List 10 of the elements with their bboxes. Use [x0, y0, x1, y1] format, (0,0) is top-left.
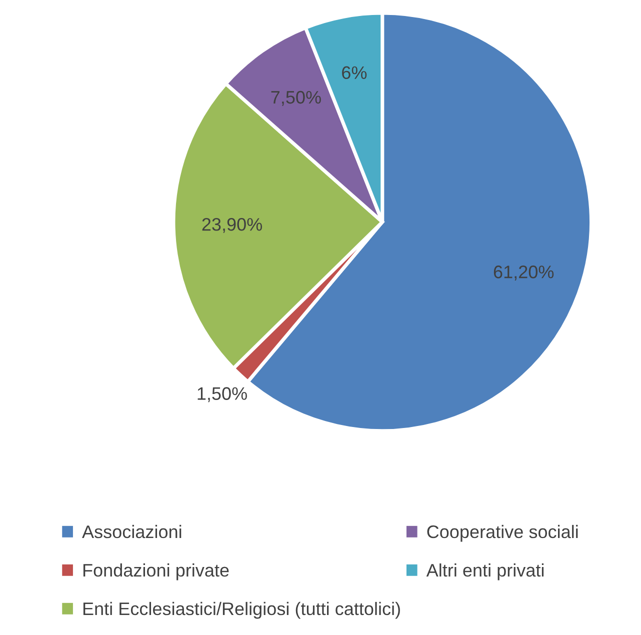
- data-label: 61,20%: [494, 266, 554, 280]
- data-label: 1,50%: [198, 387, 247, 402]
- legend-label: Associazioni: [82, 524, 182, 538]
- legend-label: Cooperative sociali: [427, 524, 578, 542]
- legend-label: Altri enti privati: [426, 563, 544, 580]
- data-label: 7,50%: [271, 90, 321, 106]
- legend-label: Fondazioni private: [83, 563, 229, 580]
- legend-label: Enti Ecclesiastici/Religiosi (tutti cattolici): [83, 602, 400, 619]
- data-label: 23,90%: [202, 218, 262, 233]
- data-label: 6%: [342, 66, 367, 80]
